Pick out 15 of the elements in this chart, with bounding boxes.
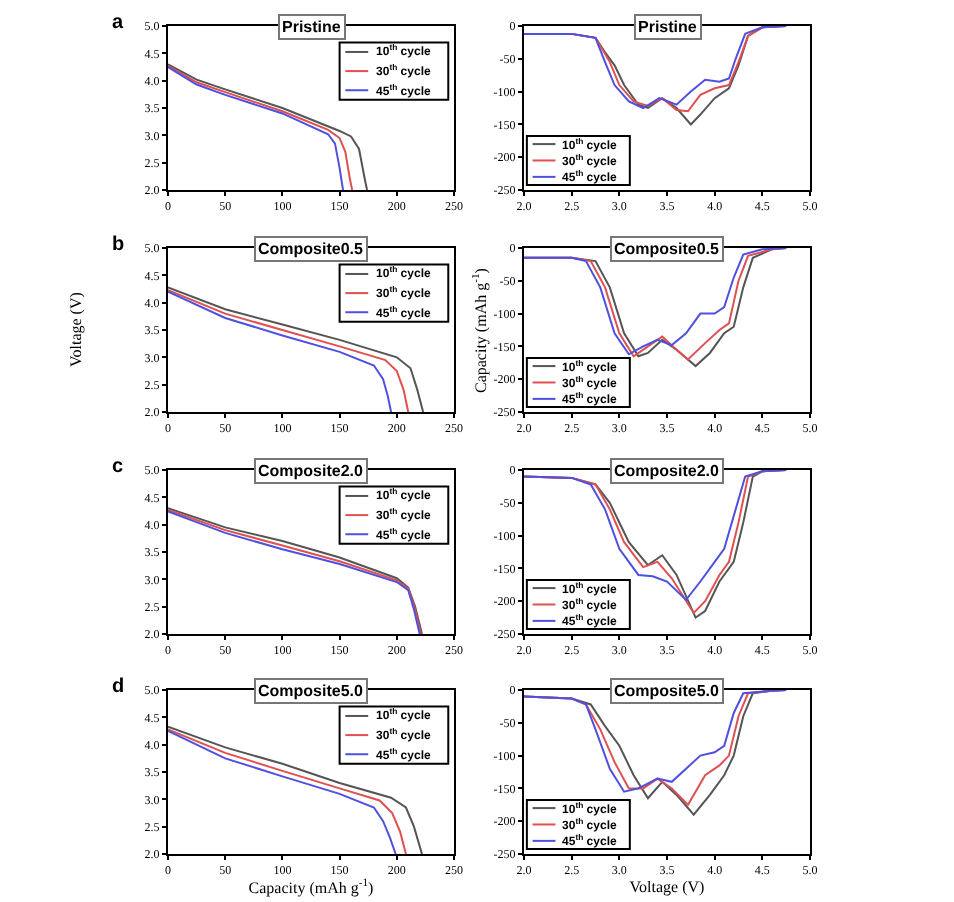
text: d bbox=[112, 676, 125, 698]
text: b bbox=[112, 234, 125, 256]
chart-title: Composite2.0 bbox=[614, 462, 721, 480]
chart-title: Composite5.0 bbox=[258, 682, 365, 700]
x-axis-title: Capacity (mAh g$^{-1}$) bbox=[248, 878, 375, 898]
chart-title: Composite0.5 bbox=[258, 240, 365, 258]
chart-title: Composite5.0 bbox=[614, 682, 721, 700]
y-axis-title: Voltage (V) bbox=[67, 291, 85, 367]
chart-title: Pristine bbox=[282, 18, 342, 36]
chart-title: Composite2.0 bbox=[258, 462, 365, 480]
x-axis-title: Voltage (V) bbox=[629, 878, 706, 897]
text: c bbox=[112, 456, 124, 478]
chart-title: Pristine bbox=[638, 18, 698, 36]
chart-title: Composite0.5 bbox=[614, 240, 721, 258]
text: a bbox=[112, 12, 124, 34]
